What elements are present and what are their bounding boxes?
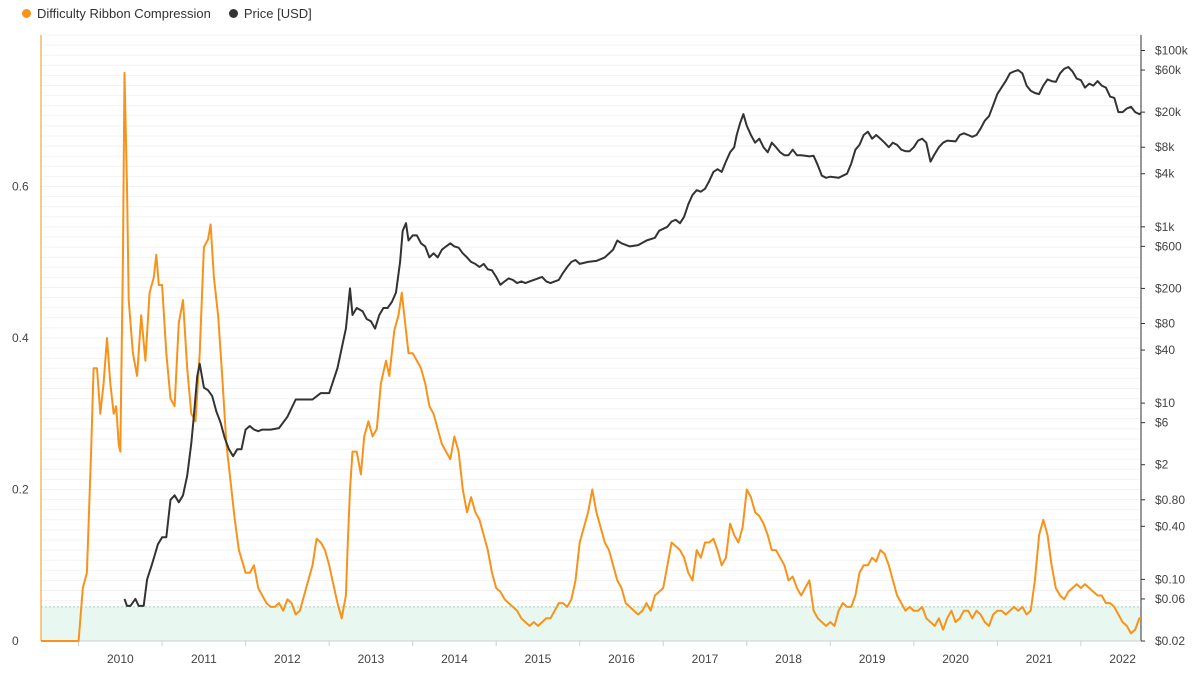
y-right-tick-label: $0.06 <box>1155 592 1185 606</box>
highlight-band <box>41 606 1141 641</box>
y-right-tick-label: $0.40 <box>1155 519 1185 533</box>
x-tick-label: 2021 <box>1026 652 1053 666</box>
y-right-tick-label: $2 <box>1155 458 1169 472</box>
x-tick-label: 2015 <box>525 652 552 666</box>
x-tick-label: 2010 <box>107 652 134 666</box>
y-left-tick-label: 0 <box>12 634 19 648</box>
legend-dot-difficulty <box>22 9 31 18</box>
x-tick-label: 2011 <box>191 652 217 666</box>
legend-label-difficulty: Difficulty Ribbon Compression <box>37 6 211 21</box>
legend-dot-price <box>228 9 238 18</box>
x-tick-label: 2013 <box>358 652 385 666</box>
y-right-tick-label: $0.02 <box>1155 634 1185 648</box>
y-left-tick-label: 0.6 <box>12 180 29 194</box>
y-left-tick-label: 0.2 <box>12 483 29 497</box>
y-right-tick-label: $8k <box>1155 140 1175 154</box>
x-tick-label: 2016 <box>608 652 635 666</box>
x-tick-label: 2018 <box>775 652 802 666</box>
x-tick-label: 2014 <box>441 652 468 666</box>
price-line <box>123 66 1142 607</box>
x-tick-label: 2019 <box>859 652 886 666</box>
y-right-tick-label: $20k <box>1155 105 1182 119</box>
y-right-tick-label: $0.10 <box>1155 572 1185 586</box>
y-left-tick-label: 0.4 <box>12 331 29 345</box>
y-right-tick-label: $4k <box>1155 167 1175 181</box>
y-right-tick-label: $1k <box>1155 220 1175 234</box>
y-right-tick-label: $80 <box>1155 316 1175 330</box>
legend: Difficulty Ribbon Compression Price [USD… <box>22 6 312 21</box>
y-right-tick-label: $60k <box>1155 63 1182 77</box>
x-tick-label: 2012 <box>274 652 301 666</box>
y-right-tick-label: $100k <box>1155 44 1189 58</box>
y-right-tick-label: $6 <box>1155 416 1169 430</box>
y-right-tick-label: $0.80 <box>1155 493 1185 507</box>
legend-item-price[interactable]: Price [USD] <box>228 6 312 21</box>
x-tick-label: 2017 <box>692 652 719 666</box>
difficulty-ribbon-line <box>41 71 1141 642</box>
x-tick-label: 2020 <box>942 652 969 666</box>
y-right-tick-label: $40 <box>1155 343 1175 357</box>
y-right-tick-label: $200 <box>1155 281 1182 295</box>
legend-item-difficulty[interactable]: Difficulty Ribbon Compression <box>22 6 211 21</box>
legend-label-price: Price [USD] <box>243 6 312 21</box>
y-right-tick-label: $10 <box>1155 396 1175 410</box>
y-right-tick-label: $600 <box>1155 239 1182 253</box>
x-tick-label: 2022 <box>1109 652 1136 666</box>
